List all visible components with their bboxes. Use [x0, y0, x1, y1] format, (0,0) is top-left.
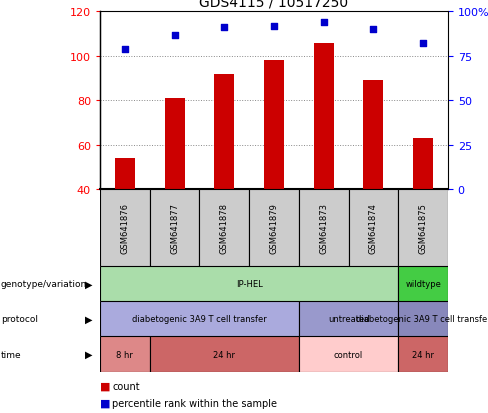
Bar	[348, 190, 398, 266]
Bar	[249, 190, 299, 266]
Point	[121, 46, 129, 53]
Text: ■: ■	[100, 398, 111, 408]
Bar	[264, 61, 284, 190]
Text: 24 hr: 24 hr	[213, 350, 235, 358]
Title: GDS4115 / 10517250: GDS4115 / 10517250	[200, 0, 348, 10]
Bar	[150, 190, 200, 266]
Bar	[164, 99, 184, 190]
Bar	[413, 139, 433, 190]
Text: 24 hr: 24 hr	[412, 350, 434, 358]
Bar	[299, 337, 398, 372]
Text: GSM641875: GSM641875	[419, 203, 427, 254]
Text: count: count	[112, 381, 140, 391]
Bar	[115, 159, 135, 190]
Bar	[299, 301, 398, 337]
Point	[320, 20, 327, 26]
Point	[270, 23, 278, 30]
Text: ▶: ▶	[85, 279, 93, 289]
Text: time: time	[1, 350, 21, 358]
Bar	[314, 43, 334, 190]
Bar	[214, 74, 234, 190]
Text: GSM641873: GSM641873	[319, 203, 328, 254]
Bar	[364, 81, 384, 190]
Text: GSM641879: GSM641879	[269, 203, 279, 254]
Text: GSM641877: GSM641877	[170, 203, 179, 254]
Point	[419, 41, 427, 47]
Text: ▶: ▶	[85, 314, 93, 324]
Text: ■: ■	[100, 381, 111, 391]
Text: diabetogenic 3A9 T cell transfer: diabetogenic 3A9 T cell transfer	[132, 315, 267, 323]
Text: ▶: ▶	[85, 349, 93, 359]
Text: 8 hr: 8 hr	[117, 350, 133, 358]
Bar	[100, 301, 299, 337]
Text: percentile rank within the sample: percentile rank within the sample	[112, 398, 277, 408]
Bar	[299, 190, 348, 266]
Bar	[398, 190, 448, 266]
Text: protocol: protocol	[1, 315, 38, 323]
Point	[171, 32, 179, 39]
Text: wildtype: wildtype	[405, 280, 441, 288]
Bar	[100, 337, 150, 372]
Text: diabetogenic 3A9 T cell transfer: diabetogenic 3A9 T cell transfer	[356, 315, 488, 323]
Text: control: control	[334, 350, 363, 358]
Point	[369, 27, 377, 33]
Bar	[398, 337, 448, 372]
Bar	[100, 190, 150, 266]
Bar	[100, 266, 398, 301]
Bar	[200, 190, 249, 266]
Bar	[398, 266, 448, 301]
Bar	[398, 301, 448, 337]
Text: genotype/variation: genotype/variation	[1, 280, 87, 288]
Bar	[150, 337, 299, 372]
Text: IP-HEL: IP-HEL	[236, 280, 263, 288]
Point	[221, 25, 228, 32]
Text: GSM641878: GSM641878	[220, 203, 229, 254]
Text: GSM641876: GSM641876	[121, 203, 129, 254]
Text: GSM641874: GSM641874	[369, 203, 378, 254]
Text: untreated: untreated	[328, 315, 369, 323]
